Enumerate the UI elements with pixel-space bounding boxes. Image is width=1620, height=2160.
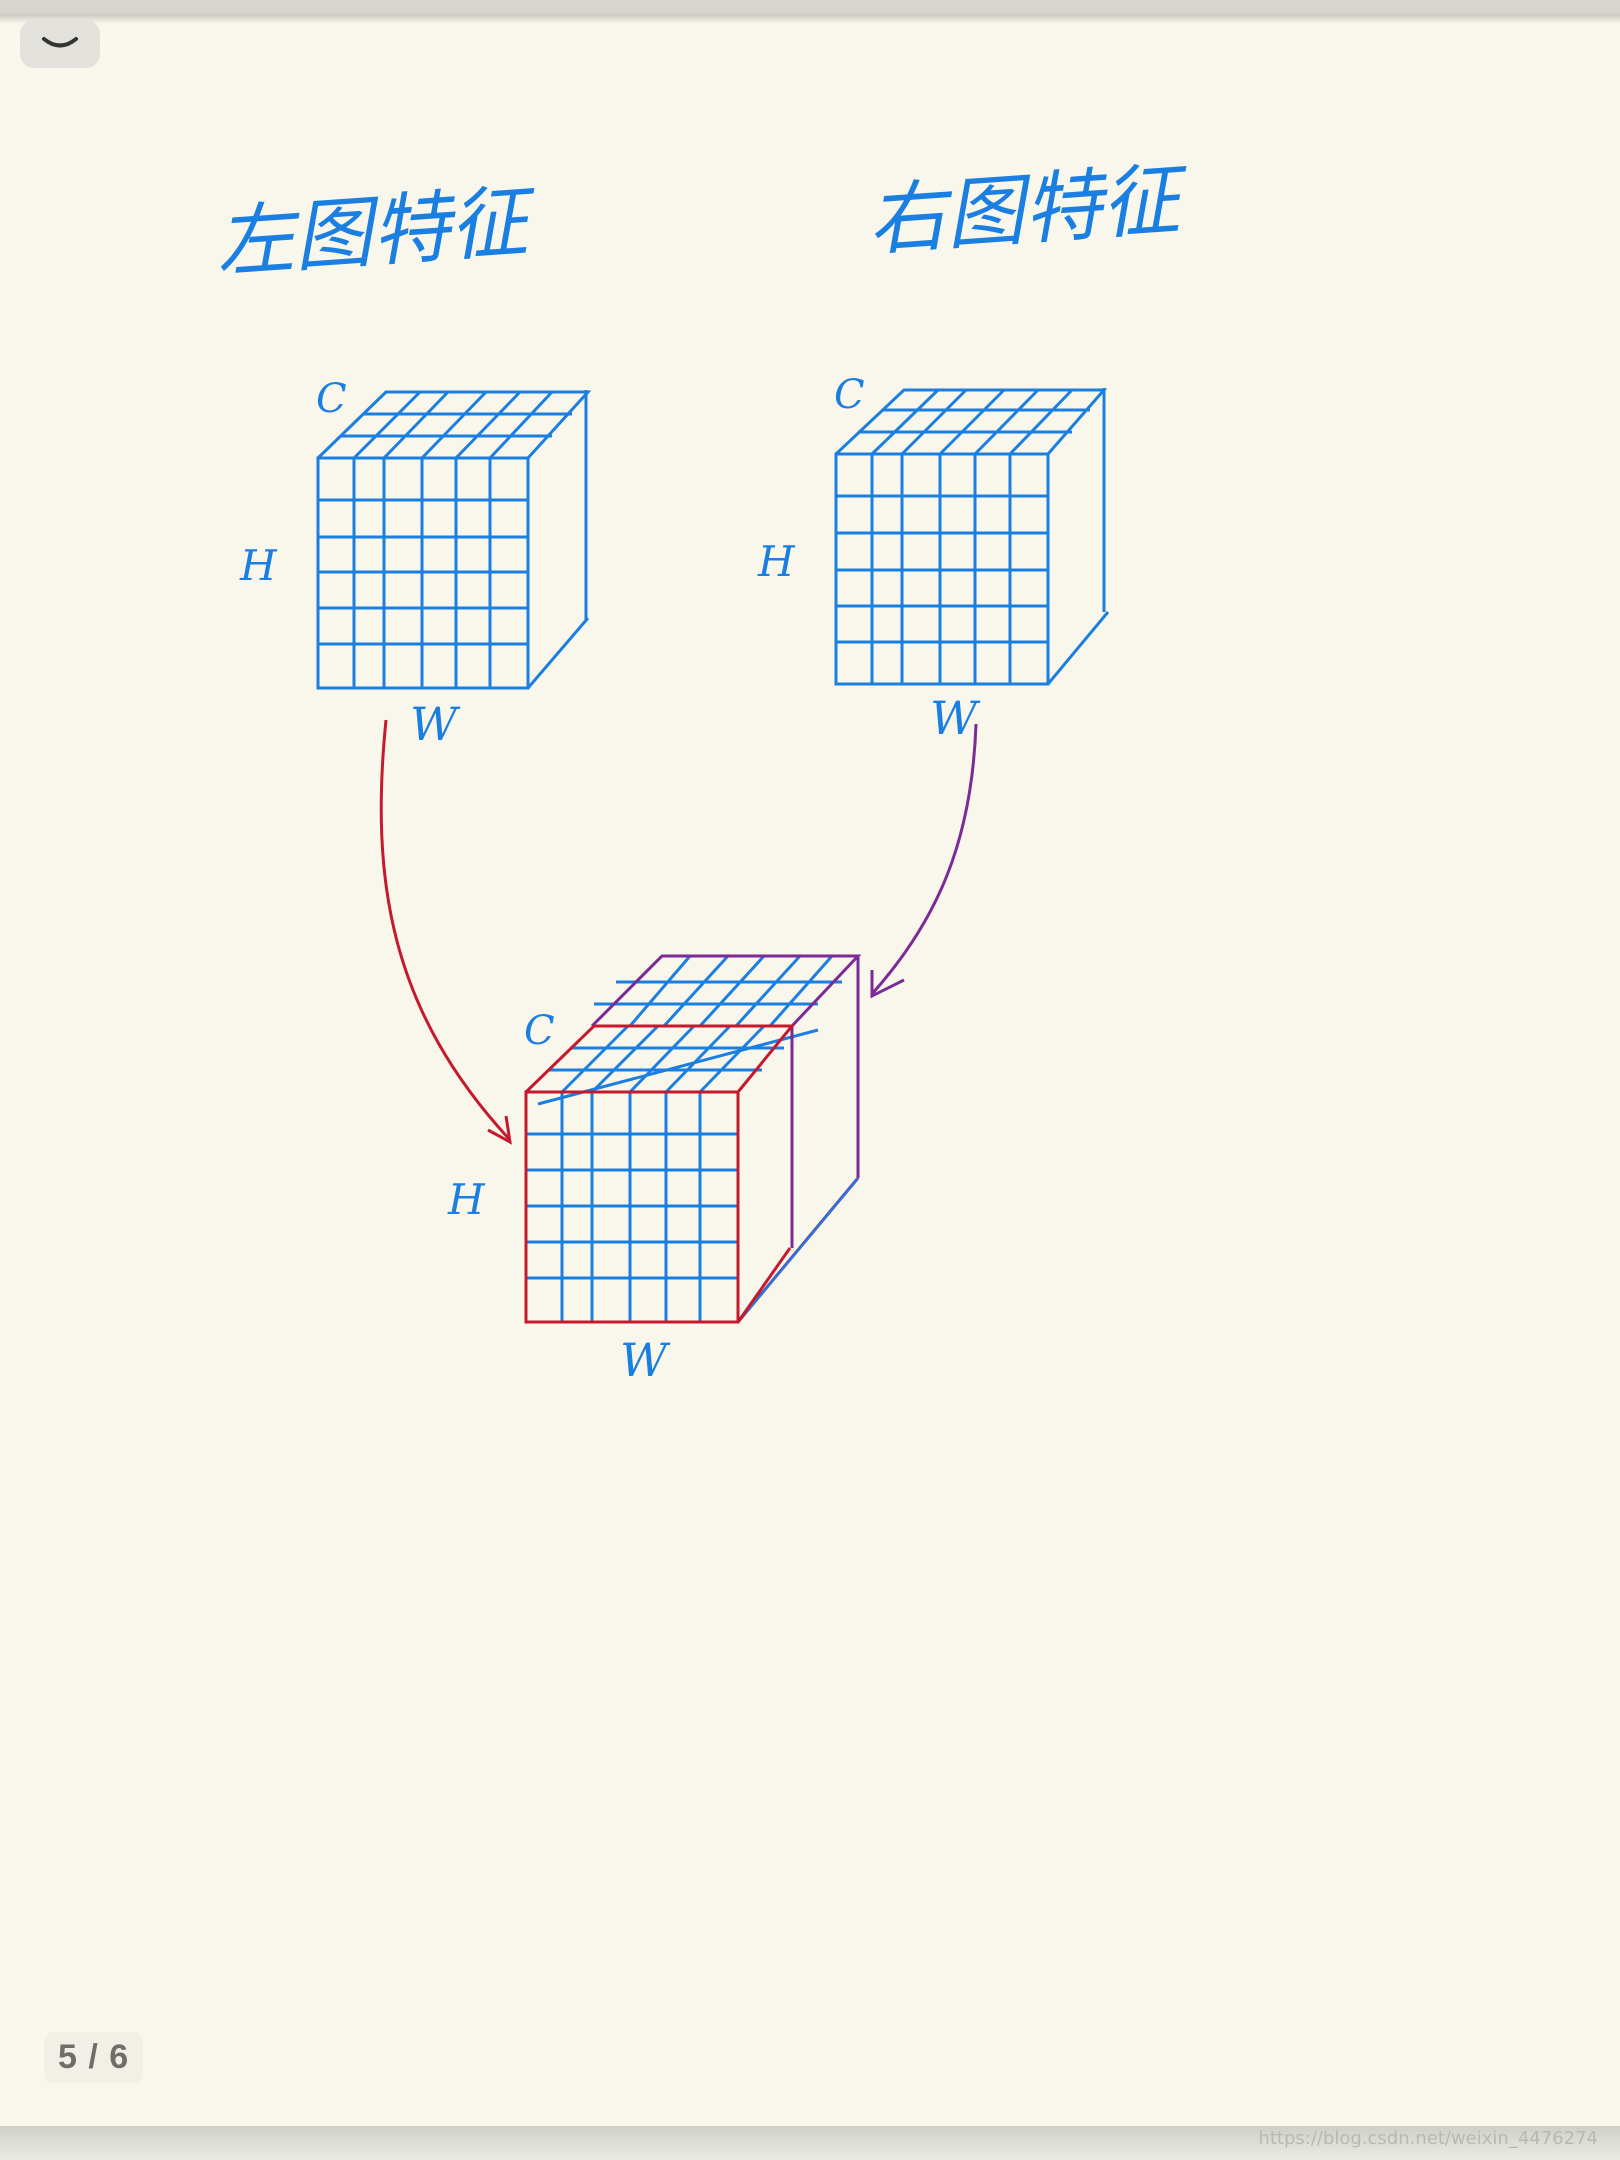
left-title: 左图特征	[213, 177, 540, 289]
left-feature-cube	[316, 390, 592, 690]
right-cube-h-label: H	[757, 537, 796, 586]
collapse-toolbar-button[interactable]	[20, 20, 100, 68]
merged-cube-w-label: W	[620, 1333, 671, 1387]
top-edge-band	[0, 0, 1620, 14]
left-cube-c-label: C	[316, 376, 347, 422]
merged-cube-h-label: H	[447, 1175, 486, 1224]
right-to-merged-arrow	[870, 723, 978, 999]
merged-cube-c-label: C	[524, 1008, 555, 1054]
right-cube-w-label: W	[930, 691, 981, 745]
right-feature-cube	[834, 388, 1110, 686]
merged-cube-front-layer	[524, 1024, 796, 1324]
top-edge-shadow	[0, 14, 1620, 24]
right-cube-c-label: C	[834, 372, 865, 418]
left-to-merged-arrow	[379, 719, 512, 1145]
merged-cube-back-layer	[537, 954, 862, 1323]
chevron-down-icon	[42, 37, 78, 48]
watermark-text: https://blog.csdn.net/weixin_4476274	[1258, 2128, 1598, 2149]
bottom-edge-band	[0, 2126, 1620, 2160]
left-cube-h-label: H	[239, 541, 278, 590]
page-indicator: 5 / 6	[44, 2032, 144, 2083]
right-title: 右图特征	[865, 155, 1192, 267]
left-cube-w-label: W	[410, 697, 461, 751]
